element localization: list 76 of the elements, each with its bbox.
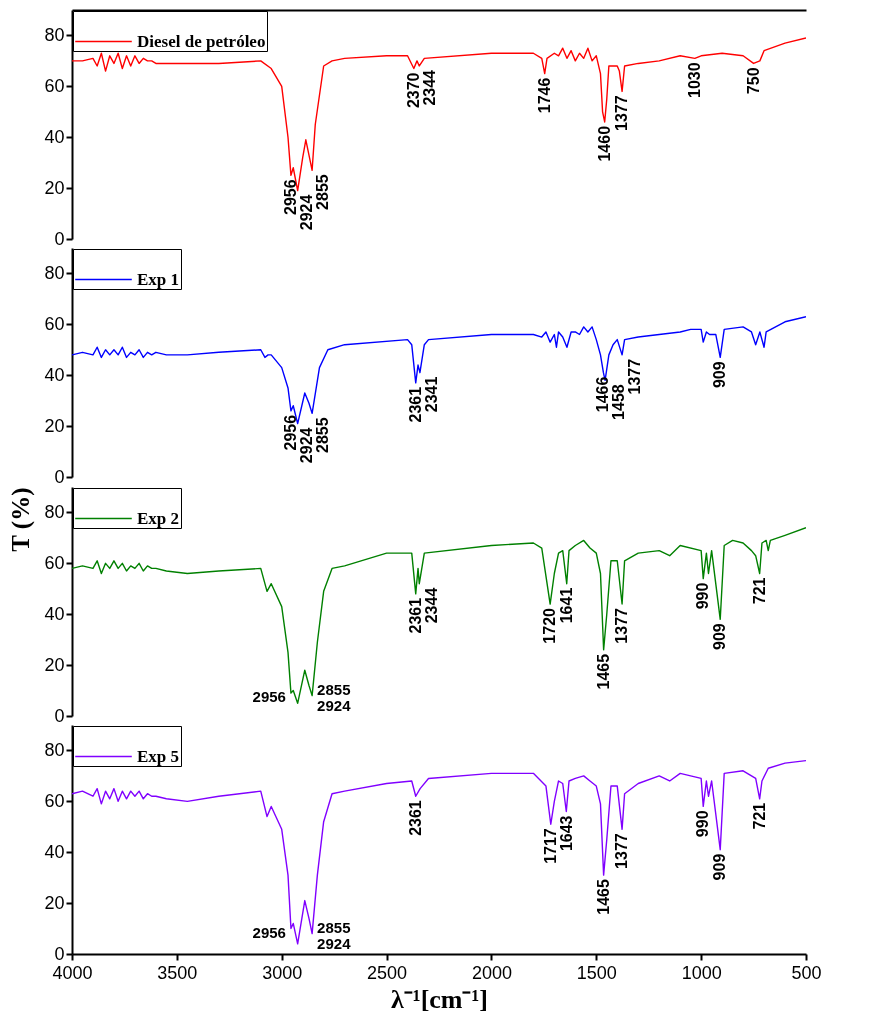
annotation: 1030 xyxy=(685,62,703,98)
y-tick-label: 0 xyxy=(54,228,65,249)
annotation: 2956 xyxy=(281,414,299,451)
annotation: 1377 xyxy=(613,95,631,132)
y-tick-label: 40 xyxy=(44,603,65,624)
annotation: 2924 xyxy=(297,427,315,464)
legend-label: Diesel de petróleo xyxy=(137,31,266,51)
y-tick-label: 60 xyxy=(44,552,65,573)
y-tick-label: 20 xyxy=(44,177,65,198)
annotation: 2956 xyxy=(252,923,286,941)
annotation: 721 xyxy=(750,577,768,605)
annotation: 2361 xyxy=(406,386,424,423)
y-tick-label: 40 xyxy=(44,126,65,147)
legend-label: Exp 5 xyxy=(137,746,180,766)
annotation: 909 xyxy=(711,853,729,881)
annotation: 2370 xyxy=(404,72,422,109)
annotation: 2361 xyxy=(406,800,424,836)
annotation: 1720 xyxy=(541,607,559,644)
y-axis-title: T (%) xyxy=(7,487,36,552)
x-tick-label: 1500 xyxy=(576,962,617,983)
annotation: 2956 xyxy=(281,179,299,215)
x-tick-label: 3500 xyxy=(157,962,198,983)
legend-label: Exp 1 xyxy=(137,269,180,289)
annotation: 1458 xyxy=(610,384,628,420)
y-tick-label: 60 xyxy=(44,75,65,96)
annotation: 909 xyxy=(711,623,729,651)
annotation: 1466 xyxy=(594,376,612,413)
annotation: 2855 xyxy=(313,417,331,453)
annotation: 1377 xyxy=(613,607,631,644)
y-tick-label: 80 xyxy=(44,739,65,760)
annotation: 1717 xyxy=(541,828,559,864)
y-tick-label: 20 xyxy=(44,892,65,913)
annotation: 1465 xyxy=(594,879,612,915)
annotation: 721 xyxy=(750,802,768,830)
legend-label: Exp 2 xyxy=(137,508,180,528)
annotation: 2924 xyxy=(317,696,352,714)
x-tick-label: 1000 xyxy=(681,962,722,983)
x-axis-title: λ⁻¹[cm⁻¹] xyxy=(391,984,488,1014)
annotation: 2344 xyxy=(420,69,438,106)
annotation: 1746 xyxy=(535,77,553,114)
y-tick-label: 20 xyxy=(44,415,65,436)
y-tick-label: 40 xyxy=(44,841,65,862)
annotation: 2855 xyxy=(317,918,351,936)
y-tick-label: 40 xyxy=(44,364,65,385)
y-tick-label: 60 xyxy=(44,313,65,334)
y-tick-label: 0 xyxy=(54,705,65,726)
annotation: 2924 xyxy=(317,934,352,952)
annotation: 990 xyxy=(694,582,712,610)
y-tick-label: 0 xyxy=(54,466,65,487)
annotation: 1465 xyxy=(594,653,612,690)
x-tick-label: 2500 xyxy=(367,962,408,983)
y-tick-label: 20 xyxy=(44,654,65,675)
y-tick-label: 80 xyxy=(44,24,65,45)
x-tick-label: 500 xyxy=(791,962,822,983)
annotation: 1641 xyxy=(557,587,575,624)
y-tick-label: 0 xyxy=(54,943,65,964)
y-tick-label: 60 xyxy=(44,790,65,811)
annotation: 2855 xyxy=(313,174,331,210)
annotation: 2924 xyxy=(297,194,315,231)
x-tick-label: 3000 xyxy=(262,962,303,983)
annotation: 2956 xyxy=(252,688,286,706)
y-tick-label: 80 xyxy=(44,501,65,522)
annotation: 750 xyxy=(744,67,762,95)
annotation: 909 xyxy=(711,361,729,389)
x-tick-label: 4000 xyxy=(52,962,93,983)
annotation: 2855 xyxy=(317,680,351,698)
annotation: 1643 xyxy=(557,815,575,852)
y-tick-label: 80 xyxy=(44,262,65,283)
annotation: 1460 xyxy=(595,125,613,162)
annotation: 2361 xyxy=(406,597,424,634)
annotation: 2344 xyxy=(422,587,440,624)
x-tick-label: 2000 xyxy=(471,962,512,983)
annotation: 1377 xyxy=(626,358,644,395)
annotation: 2341 xyxy=(422,376,440,413)
annotation: 1377 xyxy=(613,833,631,869)
annotation: 990 xyxy=(694,810,712,838)
